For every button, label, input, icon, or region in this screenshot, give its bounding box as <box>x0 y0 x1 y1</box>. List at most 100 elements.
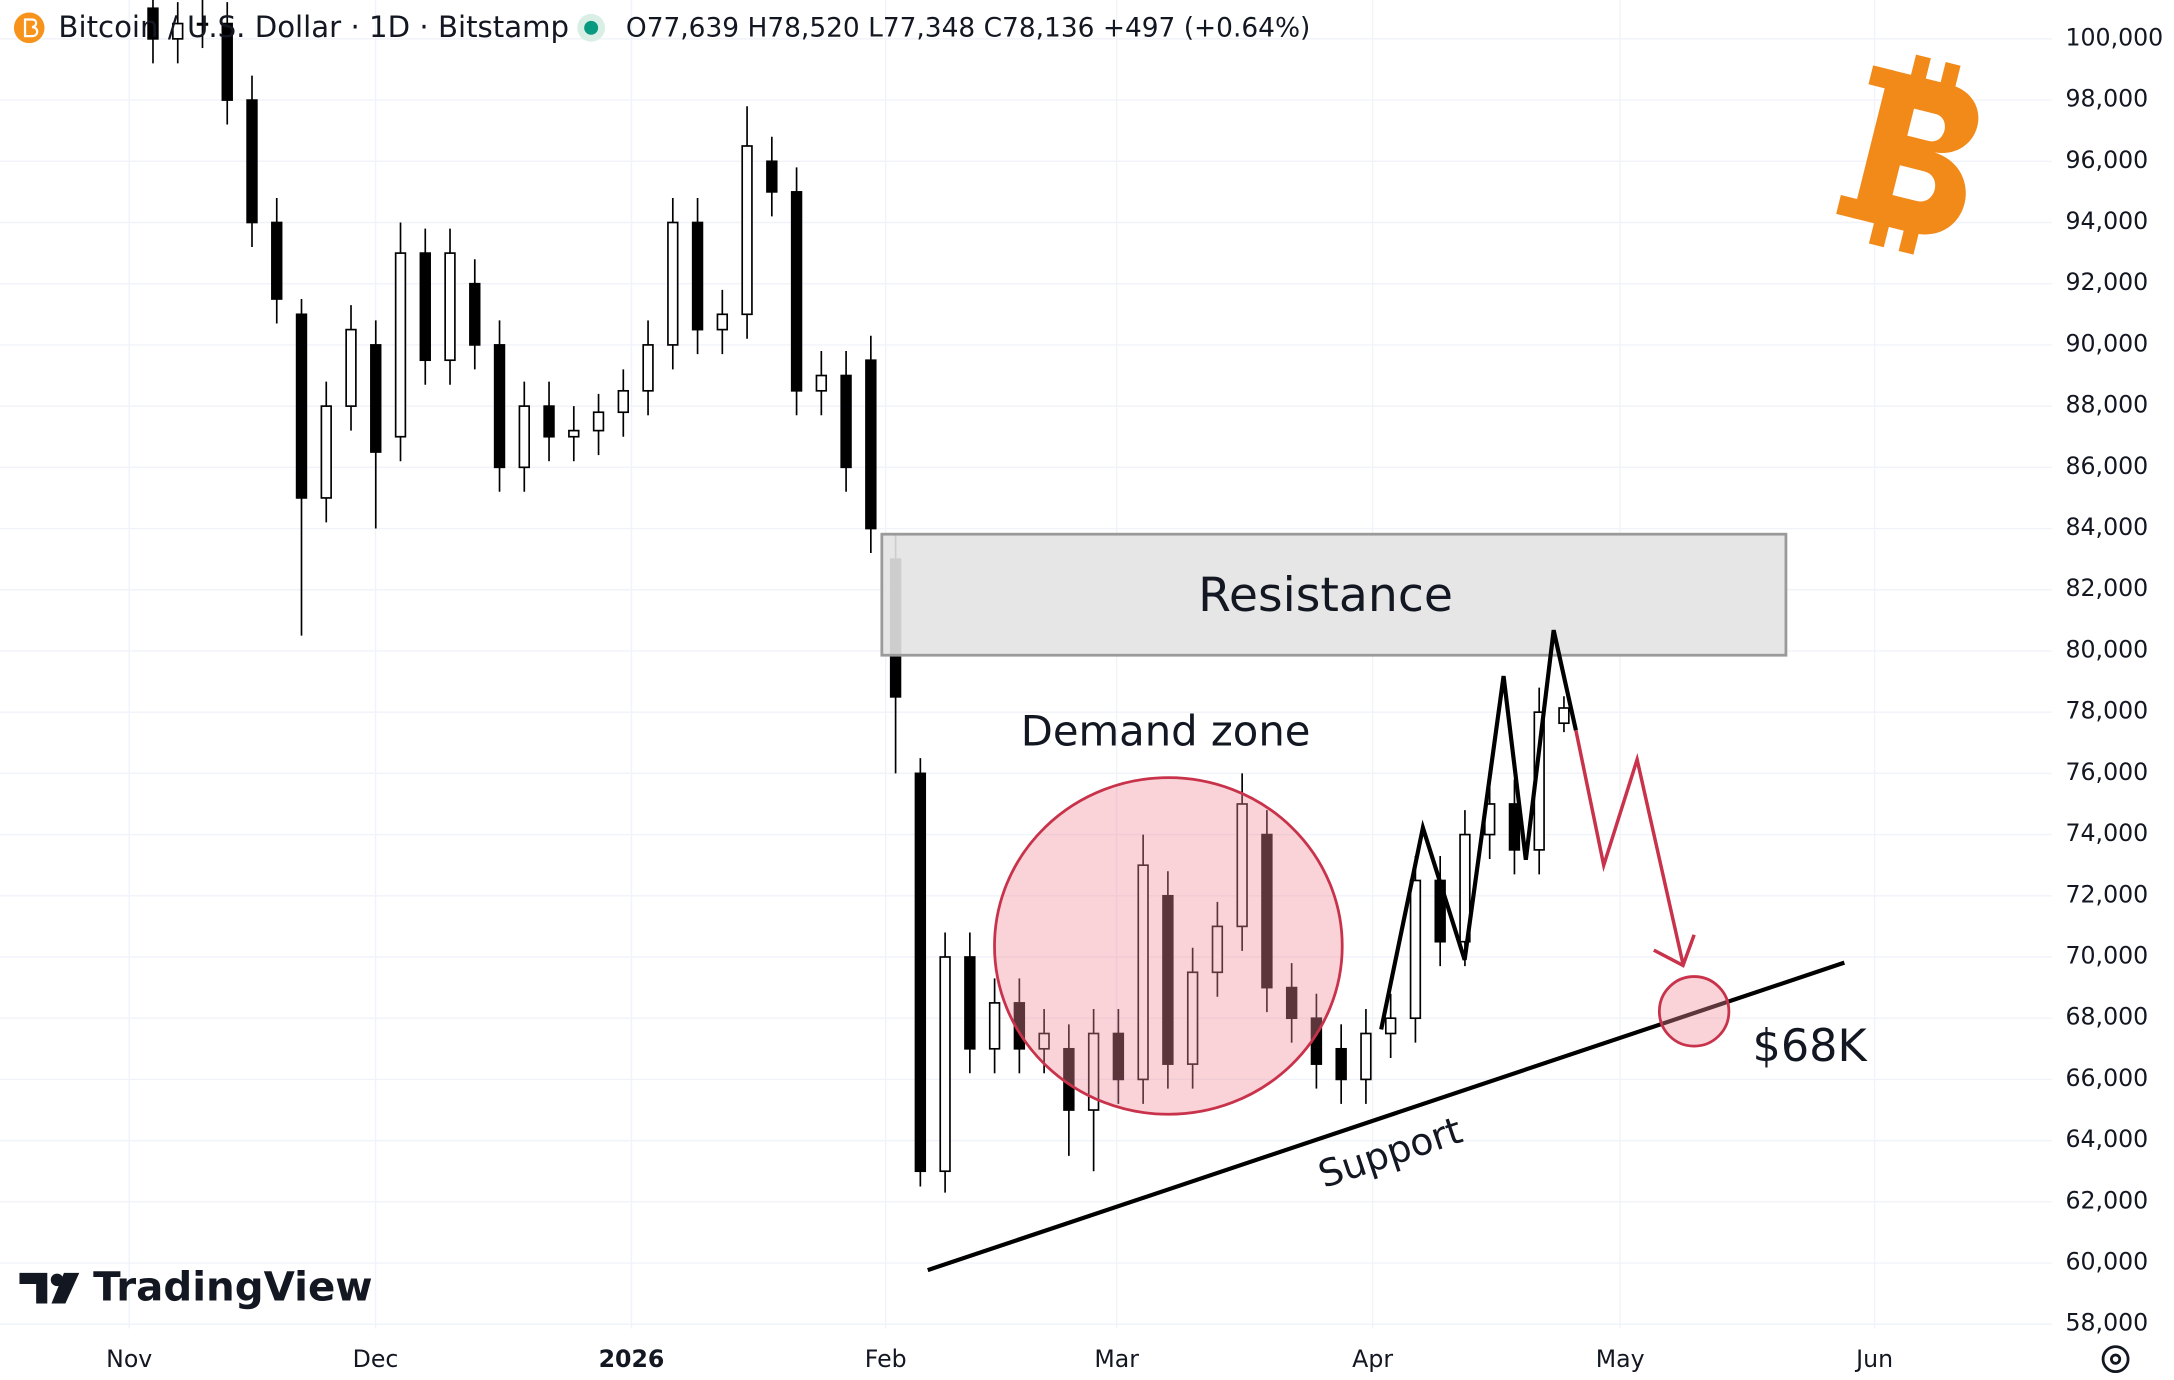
support-line <box>927 960 1846 1273</box>
candle-body <box>1285 986 1298 1020</box>
candle-body <box>518 405 530 469</box>
y-tick-label: 98,000 <box>2066 85 2149 113</box>
candle-body <box>1409 879 1422 1020</box>
resistance-zone <box>880 532 1788 657</box>
y-tick-label: 84,000 <box>2066 513 2149 541</box>
candle-body <box>1261 833 1273 989</box>
candle-body <box>691 221 704 331</box>
candle-body <box>1186 971 1199 1065</box>
watermark: TradingView <box>93 1264 372 1311</box>
y-tick-label: 74,000 <box>2066 819 2149 847</box>
candle-body <box>1137 864 1149 1081</box>
candle-body <box>840 374 852 469</box>
candle-body <box>865 359 877 530</box>
y-tick-label: 86,000 <box>2066 452 2149 480</box>
market-status-dot <box>584 20 599 35</box>
demand-zone <box>993 776 1344 1116</box>
candle-body <box>1087 1032 1100 1111</box>
settings-button[interactable] <box>2101 1345 2130 1374</box>
y-tick-label: 66,000 <box>2066 1064 2149 1092</box>
y-tick-label: 58,000 <box>2066 1309 2149 1337</box>
grid <box>0 0 2052 1329</box>
projection-path <box>1574 729 1685 965</box>
header-title: Bitcoin / U.S. Dollar · 1D · Bitstamp <box>58 10 569 44</box>
axes: 58,000 60,000 62,000 64,000 66,000 68,000 70,0… <box>106 23 2163 1373</box>
x-tick-label: Nov <box>106 1345 152 1373</box>
y-tick-label: 90,000 <box>2066 329 2149 357</box>
candle-body <box>617 389 630 414</box>
y-tick-label: 94,000 <box>2066 207 2149 235</box>
candle-body <box>1335 1047 1347 1081</box>
bitcoin-logo <box>1836 54 1979 255</box>
candle-body <box>295 313 308 499</box>
y-tick-label: 100,000 <box>2066 23 2164 51</box>
x-tick-label: Dec <box>353 1345 399 1373</box>
candle-body <box>370 344 382 453</box>
candle-body <box>790 191 803 392</box>
candle-body <box>469 282 481 346</box>
x-tick-label: Feb <box>865 1345 907 1373</box>
candle-body <box>1112 1032 1125 1081</box>
candle-body <box>592 411 605 432</box>
candle-body <box>642 344 654 392</box>
candle-body <box>964 956 976 1050</box>
target-circle <box>1657 975 1731 1048</box>
resistance-label: Resistance <box>1198 568 1453 623</box>
symbol-icon-glyph <box>23 18 39 38</box>
candle-body <box>221 22 233 101</box>
candle-body <box>1360 1032 1372 1081</box>
candle-body <box>1038 1032 1050 1050</box>
candle-body <box>1508 803 1521 851</box>
candle-body <box>147 7 159 40</box>
candle-body <box>1211 925 1224 974</box>
candle-body <box>394 252 407 438</box>
y-tick-label: 82,000 <box>2066 574 2149 602</box>
candles <box>147 0 1570 1193</box>
x-tick-label: Jun <box>1854 1345 1893 1373</box>
candle-body <box>766 160 778 193</box>
candle-body <box>1459 833 1471 943</box>
candle-body <box>271 221 283 300</box>
candle-body <box>741 145 753 316</box>
y-tick-label: 60,000 <box>2066 1248 2149 1276</box>
x-tick-label: Mar <box>1094 1345 1139 1373</box>
candle-body <box>1162 894 1174 1065</box>
candle-body <box>419 252 431 362</box>
y-tick-label: 78,000 <box>2066 697 2149 725</box>
candle-body <box>1558 707 1570 725</box>
candle-body <box>444 252 456 362</box>
candle-body <box>939 956 951 1173</box>
target-label: $68K <box>1753 1021 1869 1072</box>
x-tick-label: Apr <box>1352 1345 1393 1373</box>
symbol-icon <box>13 12 45 44</box>
y-tick-label: 64,000 <box>2066 1125 2149 1153</box>
candle-body <box>815 374 828 392</box>
candle-body <box>1236 803 1248 928</box>
y-tick-label: 68,000 <box>2066 1003 2149 1031</box>
y-tick-label: 92,000 <box>2066 268 2149 296</box>
candle-body <box>543 405 555 438</box>
candle-body <box>345 328 357 407</box>
x-tick-label: May <box>1596 1345 1645 1373</box>
y-tick-label: 96,000 <box>2066 146 2149 174</box>
tradingview-logo <box>19 1272 80 1304</box>
candle-body <box>667 221 679 346</box>
projection-arrowhead <box>1652 934 1696 968</box>
candle-body <box>246 99 258 224</box>
y-tick-label: 70,000 <box>2066 941 2149 969</box>
candle-body <box>988 1002 1001 1050</box>
y-tick-label: 62,000 <box>2066 1186 2149 1214</box>
zigzag-drawing <box>1379 629 1578 1030</box>
candle-body <box>196 22 209 26</box>
candle-body <box>172 22 184 40</box>
candle-body <box>568 429 580 438</box>
y-tick-label: 72,000 <box>2066 880 2149 908</box>
y-tick-label: 80,000 <box>2066 635 2149 663</box>
candle-body <box>1384 1017 1397 1035</box>
y-tick-label: 76,000 <box>2066 758 2149 786</box>
candle-body <box>320 405 332 499</box>
demand-zone-label: Demand zone <box>1021 707 1311 756</box>
x-tick-label: 2026 <box>599 1345 665 1373</box>
